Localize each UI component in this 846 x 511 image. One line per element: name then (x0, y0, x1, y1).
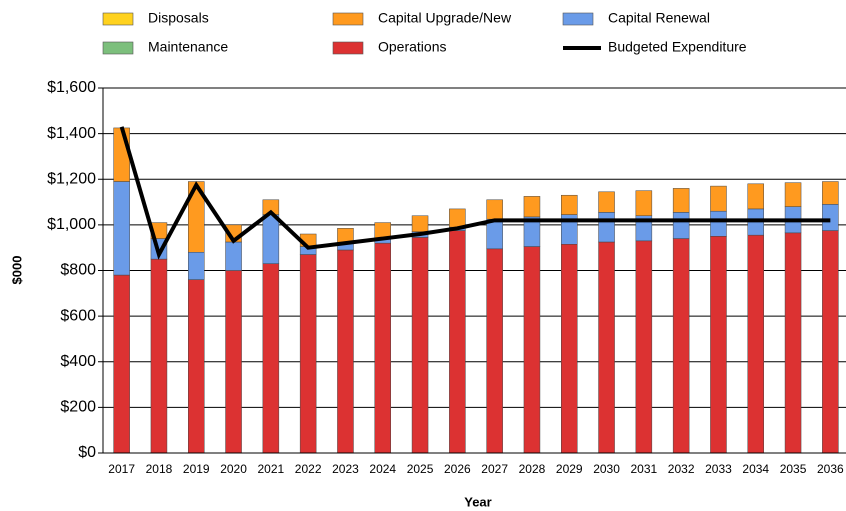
budget-line (119, 126, 831, 260)
legend-swatch (102, 41, 134, 55)
bar-segment (188, 252, 205, 280)
bar-segment (822, 204, 839, 231)
bar-segment (113, 181, 130, 276)
bar-segment (449, 208, 466, 228)
x-tick-label: 2022 (295, 462, 322, 476)
x-axis-title: Year (464, 494, 491, 509)
bar-segment (672, 212, 690, 239)
legend-label: Maintenance (148, 39, 228, 55)
bar-segment (262, 263, 280, 454)
legend-swatch (332, 12, 364, 26)
bar-segment (150, 258, 168, 454)
bar-segment (523, 196, 541, 218)
bar-segment (598, 212, 615, 243)
bar-segment (486, 199, 503, 220)
legend-label: Operations (378, 39, 446, 55)
x-tick-label: 2020 (220, 462, 247, 476)
x-tick-label: 2026 (444, 462, 471, 476)
bar-segment (672, 188, 690, 213)
x-tick-label: 2028 (519, 462, 546, 476)
bar-segment (561, 244, 578, 454)
bar-segment (710, 185, 727, 212)
x-tick-label: 2021 (257, 462, 284, 476)
x-tick-label: 2024 (369, 462, 396, 476)
y-tick-label: $1,400 (47, 125, 96, 142)
bar-segment (188, 279, 205, 454)
bar-segment (113, 274, 130, 454)
bar-segment (523, 246, 541, 454)
bar-segment (672, 238, 690, 454)
x-tick-label: 2018 (146, 462, 173, 476)
x-tick-label: 2035 (780, 462, 807, 476)
bar-segment (337, 249, 354, 454)
bar-segment (113, 127, 130, 182)
bar-segment (486, 218, 503, 250)
x-tick-label: 2029 (556, 462, 583, 476)
y-tick-label: $1,200 (47, 170, 96, 187)
bar-segment (598, 241, 615, 454)
x-tick-label: 2023 (332, 462, 359, 476)
legend-label: Budgeted Expenditure (608, 39, 747, 55)
y-tick-label: $200 (60, 399, 96, 416)
x-tick-label: 2031 (630, 462, 657, 476)
legend-label: Disposals (148, 10, 209, 26)
y-tick-label: $1,000 (47, 216, 96, 233)
y-tick-label: $600 (60, 307, 96, 324)
bar-segment (262, 214, 280, 264)
y-tick-label: $0 (78, 444, 96, 461)
bar-segment (710, 210, 727, 237)
bar-segment (635, 190, 653, 216)
bar-segment (784, 182, 802, 207)
y-tick-label: $1,600 (47, 79, 96, 96)
bar-segment (784, 232, 802, 454)
y-tick-label: $400 (60, 353, 96, 370)
legend-swatch (102, 12, 134, 26)
bar-segment (411, 237, 429, 454)
bar-segment (747, 183, 764, 210)
legend-label: Capital Upgrade/New (378, 10, 512, 26)
bar-segment (299, 254, 317, 454)
x-tick-label: 2036 (817, 462, 844, 476)
legend-swatch (332, 41, 364, 55)
bar-segment (822, 181, 839, 205)
x-tick-label: 2027 (481, 462, 508, 476)
x-tick-label: 2030 (593, 462, 620, 476)
x-tick-label: 2034 (742, 462, 769, 476)
x-tick-label: 2017 (108, 462, 135, 476)
x-tick-label: 2019 (183, 462, 210, 476)
bar-segment (411, 215, 429, 232)
bar-segment (561, 194, 578, 215)
x-tick-label: 2025 (407, 462, 434, 476)
bar-segment (598, 191, 615, 213)
legend-label: Capital Renewal (608, 10, 710, 26)
y-tick-label: $800 (60, 262, 96, 279)
x-tick-label: 2033 (705, 462, 732, 476)
bar-segment (635, 240, 653, 454)
y-axis-title: $000 (9, 256, 24, 285)
bar-segment (486, 248, 503, 454)
bar-segment (747, 234, 764, 454)
bar-segment (822, 230, 839, 454)
bar-segment (374, 242, 391, 454)
bar-segment (225, 241, 242, 271)
legend-swatch (562, 12, 594, 26)
bar-segment (449, 230, 466, 454)
bar-segment (710, 236, 727, 454)
x-tick-label: 2032 (668, 462, 695, 476)
bar-segment (225, 270, 242, 454)
